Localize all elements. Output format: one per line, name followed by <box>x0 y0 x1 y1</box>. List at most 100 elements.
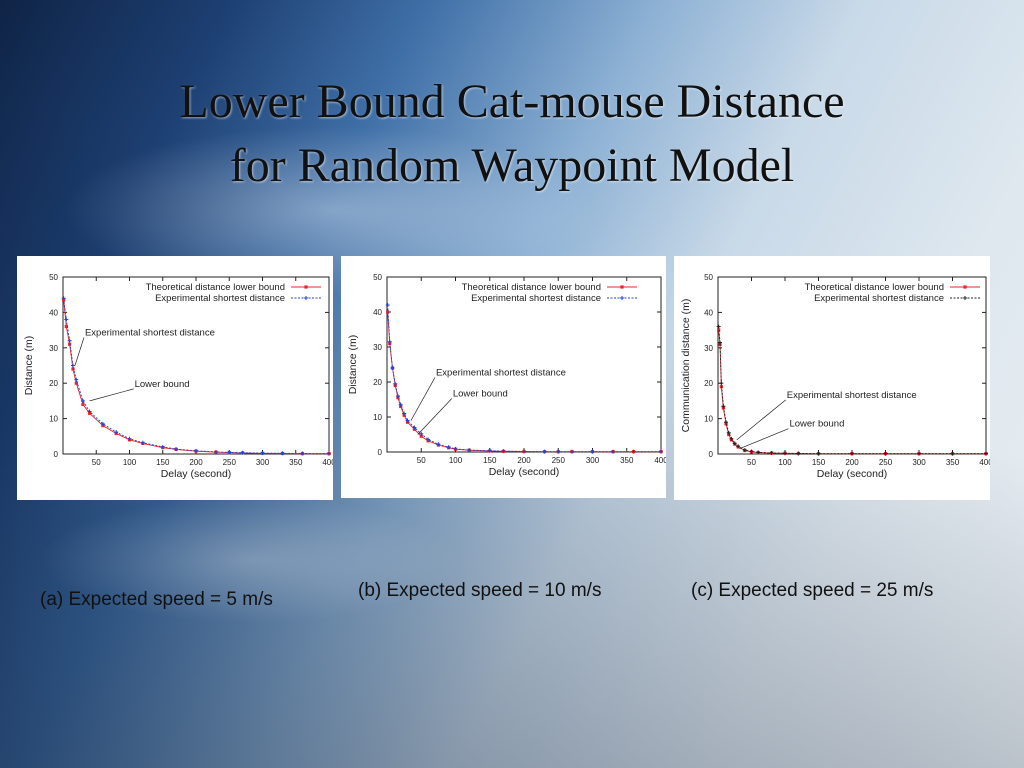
data-point <box>402 411 407 416</box>
x-tick-label: 300 <box>912 458 926 467</box>
annotation-pointer <box>74 337 85 366</box>
legend-marker <box>620 296 624 300</box>
data-point <box>467 448 472 453</box>
y-tick-label: 50 <box>49 273 58 282</box>
annotation-label: Lower bound <box>135 379 190 390</box>
y-tick-label: 50 <box>373 273 382 282</box>
x-tick-label: 150 <box>483 456 497 465</box>
data-point <box>436 442 441 447</box>
data-point <box>487 448 492 453</box>
x-tick-label: 350 <box>620 456 634 465</box>
y-tick-label: 30 <box>704 344 713 353</box>
data-point <box>174 447 179 452</box>
data-point <box>769 450 774 455</box>
data-point <box>542 449 547 454</box>
legend-label: Theoretical distance lower bound <box>805 282 944 293</box>
y-tick-label: 30 <box>49 344 58 353</box>
x-tick-label: 350 <box>946 458 960 467</box>
data-point <box>611 449 616 454</box>
data-point <box>742 448 747 453</box>
caption-b: (b) Expected speed = 10 m/s <box>358 580 602 601</box>
x-tick-label: 250 <box>552 456 566 465</box>
annotation-pointer <box>736 399 786 441</box>
data-point <box>446 445 451 450</box>
y-tick-label: 40 <box>49 308 58 317</box>
chart-a: 0 10 20 30 40 50 50 100 150 200 250 300 350 400 Delay … <box>23 273 333 480</box>
y-tick-label: 20 <box>49 379 58 388</box>
x-tick-label: 100 <box>123 458 137 467</box>
y-tick-label: 0 <box>54 450 59 459</box>
legend-label: Experimental shortest distance <box>814 293 944 304</box>
annotation-pointer <box>739 428 789 450</box>
data-point <box>726 430 731 435</box>
y-tick-label: 50 <box>704 273 713 282</box>
data-point <box>736 444 741 449</box>
data-point <box>80 398 85 403</box>
data-point <box>816 451 821 456</box>
chart-c: 0 10 20 30 40 50 50 100 150 200 250 300 350 400 Delay … <box>680 273 990 480</box>
data-point <box>453 446 458 451</box>
data-point <box>87 409 92 414</box>
data-point <box>385 303 390 307</box>
y-axis-label: Distance (m) <box>347 335 359 395</box>
data-point <box>71 367 75 371</box>
legend-marker <box>304 285 308 289</box>
x-tick-label: 200 <box>189 458 203 467</box>
data-point <box>756 450 761 455</box>
data-point <box>522 449 526 454</box>
data-point <box>327 451 331 456</box>
data-point <box>387 339 392 344</box>
annotation-label: Experimental shortest distance <box>85 328 215 339</box>
y-tick-label: 10 <box>373 413 382 422</box>
data-point <box>127 436 132 441</box>
y-axis-label: Communication distance (m) <box>680 299 692 433</box>
data-point <box>850 451 854 456</box>
annotation-label: Experimental shortest distance <box>436 368 566 379</box>
data-point <box>749 449 754 454</box>
data-point <box>719 381 724 386</box>
data-point <box>300 451 305 456</box>
annotation-label: Experimental shortest distance <box>787 390 917 401</box>
x-tick-label: 100 <box>778 458 792 467</box>
x-axis-label: Delay (second) <box>817 468 888 480</box>
data-point <box>395 394 400 398</box>
data-point <box>70 363 75 368</box>
annotation-pointer <box>89 388 134 402</box>
legend-marker <box>304 296 308 300</box>
legend-label: Theoretical distance lower bound <box>146 282 285 293</box>
legend-label: Experimental shortest distance <box>471 293 601 304</box>
data-point <box>556 449 561 454</box>
x-tick-label: 200 <box>845 458 859 467</box>
data-point <box>390 366 395 370</box>
data-point <box>950 451 955 456</box>
data-point <box>590 449 595 454</box>
data-point <box>393 381 398 386</box>
data-point <box>405 418 410 423</box>
series-line-1 <box>63 299 329 455</box>
data-point <box>917 451 921 456</box>
data-point <box>419 434 423 438</box>
series-line-2 <box>63 298 330 455</box>
series-line-1 <box>387 311 661 453</box>
legend-marker <box>620 285 624 289</box>
x-tick-label: 50 <box>417 456 426 465</box>
x-axis-label: Delay (second) <box>489 466 560 478</box>
data-point <box>883 451 888 456</box>
data-point <box>631 449 636 454</box>
x-tick-label: 300 <box>586 456 600 465</box>
annotation-pointer <box>417 398 453 435</box>
x-tick-label: 150 <box>812 458 826 467</box>
x-tick-label: 250 <box>879 458 893 467</box>
data-point <box>716 324 721 329</box>
legend-marker <box>963 285 967 289</box>
y-tick-label: 20 <box>704 379 713 388</box>
x-tick-label: 400 <box>654 456 666 465</box>
y-tick-label: 10 <box>49 415 58 424</box>
data-point <box>659 449 663 454</box>
x-tick-label: 150 <box>156 458 170 467</box>
data-point <box>729 436 734 441</box>
data-point <box>100 421 105 426</box>
y-tick-label: 40 <box>373 308 382 317</box>
x-tick-label: 50 <box>747 458 756 467</box>
data-point <box>227 450 232 455</box>
